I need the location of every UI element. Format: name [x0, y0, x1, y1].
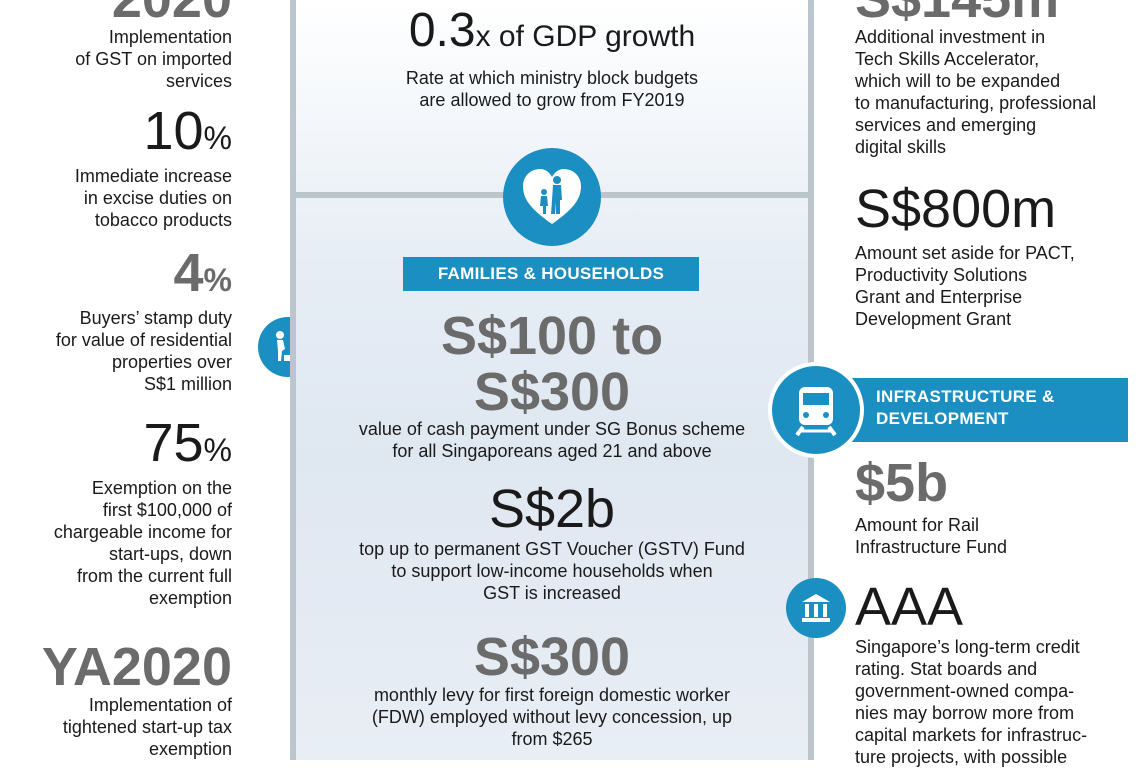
figure-description: monthly levy for first foreign domestic …	[371, 685, 733, 749]
figure-description: top up to permanent GST Voucher (GSTV) F…	[359, 539, 745, 603]
figure-description: Singapore’s long-term credit rating. Sta…	[855, 637, 1088, 767]
figure-value: 75%	[143, 413, 232, 473]
figure-value: 10%	[143, 101, 232, 161]
figure-value: S$800m	[855, 179, 1057, 239]
left-item-ya2020: YA2020 Implementation of tightened start…	[0, 640, 232, 760]
left-item-excise: 10% Immediate increase in excise duties …	[0, 104, 232, 231]
figure-description: Exemption on the first $100,000 of charg…	[53, 478, 232, 608]
figure-value: 4%	[173, 243, 233, 303]
figure-value: 0.3x of GDP growth	[408, 4, 696, 57]
right-item-rail-fund: $5b Amount for Rail Infrastructure Fund	[855, 456, 1135, 558]
figure-description: Amount set aside for PACT, Productivity …	[855, 243, 1075, 329]
right-item-tech-skills: S$145m Additional investment in Tech Ski…	[855, 0, 1135, 158]
figure-description: Buyers’ stamp duty for value of resident…	[55, 308, 232, 394]
figure-value: YA2020	[41, 637, 232, 697]
figure-value: S$300	[473, 627, 631, 687]
fdw-levy-block: S$300 monthly levy for first foreign dom…	[300, 630, 804, 750]
left-item-startup-exemption: 75% Exemption on the first $100,000 of c…	[0, 416, 232, 609]
sg-bonus-block: S$100 to S$300 value of cash payment und…	[300, 308, 804, 462]
figure-description: Implementation of GST on imported servic…	[75, 27, 232, 91]
figure-value: S$100 to S$300	[440, 306, 664, 422]
bank-building-icon	[786, 578, 846, 638]
figure-value: S$145m	[855, 0, 1135, 26]
figure-description: Implementation of tightened start-up tax…	[62, 695, 232, 759]
left-item-stamp-duty: 4% Buyers’ stamp duty for value of resid…	[0, 246, 232, 395]
gdp-growth-block: 0.3x of GDP growth Rate at which ministr…	[300, 4, 804, 111]
center-panel	[290, 0, 814, 760]
left-item-gst-imported: 2020 Implementation of GST on imported s…	[0, 0, 232, 92]
family-heart-icon	[503, 148, 601, 246]
figure-value: S$2b	[488, 479, 616, 539]
families-households-banner: FAMILIES & HOUSEHOLDS	[403, 257, 699, 291]
figure-description: Immediate increase in excise duties on t…	[74, 166, 232, 230]
train-icon	[768, 362, 864, 458]
figure-value: 2020	[0, 0, 232, 26]
figure-value: AAA	[855, 577, 964, 637]
right-item-pact: S$800m Amount set aside for PACT, Produc…	[855, 182, 1135, 330]
figure-description: Amount for Rail Infrastructure Fund	[855, 515, 1008, 557]
figure-value: $5b	[855, 453, 949, 513]
right-item-aaa-rating: AAA Singapore’s long-term credit rating.…	[855, 580, 1135, 768]
infrastructure-development-banner: INFRASTRUCTURE & DEVELOPMENT	[812, 378, 1128, 442]
figure-description: Rate at which ministry block budgets are…	[405, 68, 699, 110]
figure-description: Additional investment in Tech Skills Acc…	[855, 27, 1097, 157]
gstv-fund-block: S$2b top up to permanent GST Voucher (GS…	[300, 482, 804, 604]
figure-description: value of cash payment under SG Bonus sch…	[358, 419, 746, 461]
